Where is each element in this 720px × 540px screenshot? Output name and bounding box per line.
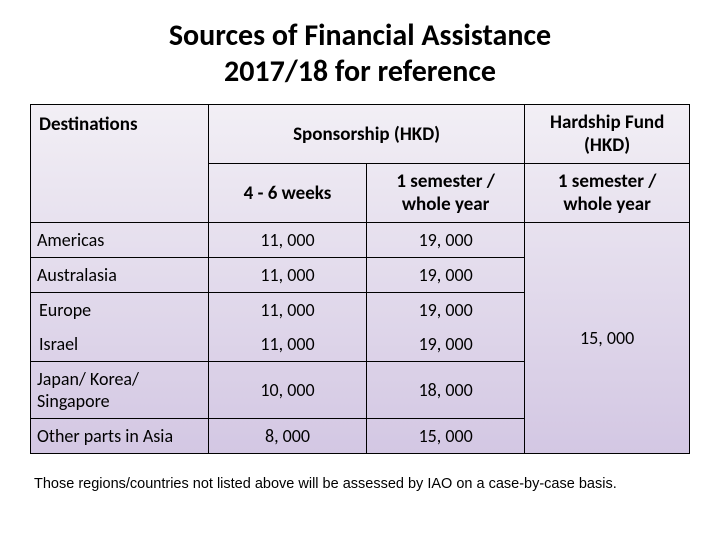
header-destinations: Destinations [31,105,209,223]
cell-value: 11, 000 [209,327,366,361]
page-title: Sources of Financial Assistance 2017/18 … [30,18,690,90]
cell-value: 8, 000 [208,419,366,454]
cell-value: 19, 000 [367,293,524,327]
cell-value: 10, 000 [208,362,366,419]
cell-dest-stack: Europe Israel [31,293,209,362]
cell-value: 15, 000 [367,419,525,454]
cell-dest: Other parts in Asia [31,419,209,454]
cell-dest: Israel [31,327,208,361]
cell-dest: Europe [31,293,208,327]
cell-value: 18, 000 [367,362,525,419]
cell-dest: Americas [31,223,209,258]
assistance-table: Destinations Sponsorship (HKD) Hardship … [30,104,690,454]
cell-value-stack: 11, 000 11, 000 [208,293,366,362]
cell-value-stack: 19, 000 19, 000 [367,293,525,362]
title-line-2: 2017/18 for reference [224,53,496,90]
cell-dest: Australasia [31,258,209,293]
footnote-text: Those regions/countries not listed above… [30,476,690,492]
table-row: Americas 11, 000 19, 000 15, 000 [31,223,690,258]
cell-dest: Japan/ Korea/ Singapore [31,362,209,419]
cell-value: 11, 000 [209,293,366,327]
cell-value: 19, 000 [367,223,525,258]
header-semester: 1 semester / whole year [367,164,525,223]
cell-value: 11, 000 [208,258,366,293]
cell-value: 19, 000 [367,258,525,293]
cell-value: 11, 000 [208,223,366,258]
table-header-row-1: Destinations Sponsorship (HKD) Hardship … [31,105,690,164]
header-sponsorship: Sponsorship (HKD) [208,105,524,164]
cell-hardship-value: 15, 000 [525,223,690,454]
header-4-6-weeks: 4 - 6 weeks [208,164,366,223]
title-line-1: Sources of Financial Assistance [169,17,551,54]
cell-value: 19, 000 [367,327,524,361]
header-hardship: Hardship Fund (HKD) [525,105,690,164]
header-hf-semester: 1 semester / whole year [525,164,690,223]
